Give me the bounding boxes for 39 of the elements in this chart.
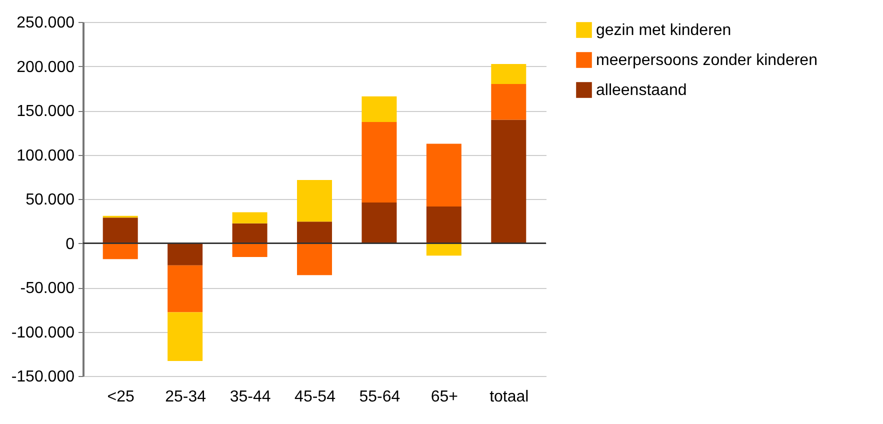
x-tick-label: <25: [107, 388, 135, 406]
bar: [168, 243, 203, 266]
bar: [491, 84, 526, 120]
bar: [297, 243, 332, 276]
bar: [426, 243, 462, 256]
bar: [297, 180, 332, 222]
y-tick-label: 150.000: [16, 103, 75, 120]
bar: [491, 120, 526, 244]
y-tick-label: 0: [66, 236, 75, 253]
legend-label: alleenstaand: [596, 82, 687, 99]
y-tick-label: 50.000: [26, 192, 75, 208]
x-tick-label: totaal: [490, 388, 529, 406]
bar: [362, 96, 397, 122]
bar: [297, 222, 332, 244]
y-tick-label: 100.000: [16, 147, 75, 164]
bar: [168, 312, 203, 361]
x-tick-label: 35-44: [230, 388, 271, 406]
bar: [102, 243, 138, 260]
x-tick-label: 65+: [430, 388, 458, 406]
y-tick-label: -100.000: [11, 324, 75, 342]
legend-label: gezin met kinderen: [596, 22, 732, 39]
bar: [102, 218, 138, 244]
bar: [362, 202, 397, 244]
bar: [168, 265, 203, 312]
bar: [426, 206, 462, 244]
y-tick-label: -150.000: [11, 368, 75, 386]
bar: [491, 64, 526, 84]
bar: [232, 223, 268, 244]
y-tick-label: 200.000: [16, 58, 75, 76]
bar: [232, 243, 268, 257]
x-tick-label: 45-54: [294, 388, 336, 406]
legend-label: meerpersoons zonder kinderen: [596, 52, 818, 69]
bar: [362, 122, 397, 203]
y-tick-label: -50.000: [20, 280, 75, 297]
bar: [232, 212, 268, 224]
bar: [426, 144, 462, 207]
x-tick-label: 25-34: [165, 388, 206, 406]
y-tick-label: 250.000: [16, 14, 75, 32]
x-tick-label: 55-64: [359, 388, 400, 406]
